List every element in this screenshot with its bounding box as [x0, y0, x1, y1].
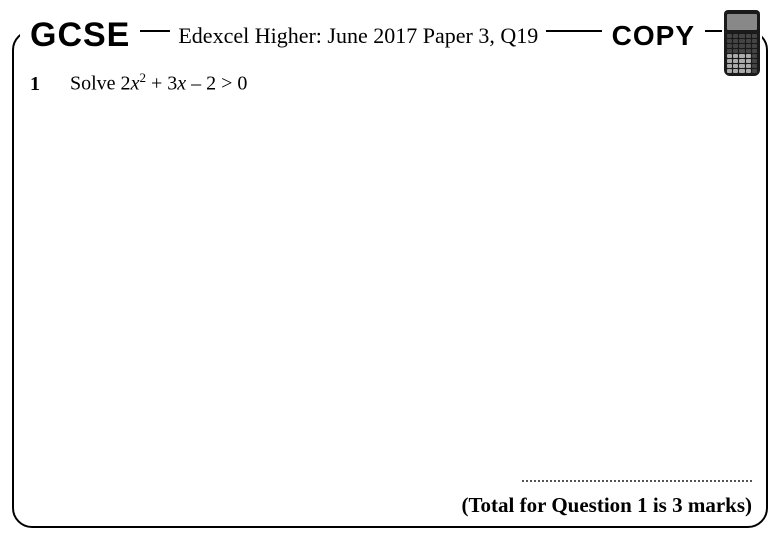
header: GCSE Edexcel Higher: June 2017 Paper 3, … — [0, 16, 780, 55]
question-prefix: Solve 2 — [70, 73, 131, 95]
question-number: 1 — [30, 73, 70, 96]
question-row: 1 Solve 2x2 + 3x – 2 > 0 — [30, 70, 750, 96]
question-var2: x — [177, 73, 186, 95]
calculator-icon — [722, 8, 762, 78]
content-area: 1 Solve 2x2 + 3x – 2 > 0 — [30, 70, 750, 96]
question-suffix: – 2 > 0 — [186, 73, 247, 95]
question-text: Solve 2x2 + 3x – 2 > 0 — [70, 70, 247, 96]
page-border — [12, 30, 768, 528]
question-mid: + 3 — [146, 73, 177, 95]
copy-label: COPY — [602, 20, 705, 52]
answer-line — [522, 480, 752, 482]
total-marks: (Total for Question 1 is 3 marks) — [461, 493, 752, 518]
paper-title: Edexcel Higher: June 2017 Paper 3, Q19 — [170, 23, 546, 49]
gcse-label: GCSE — [20, 16, 140, 55]
